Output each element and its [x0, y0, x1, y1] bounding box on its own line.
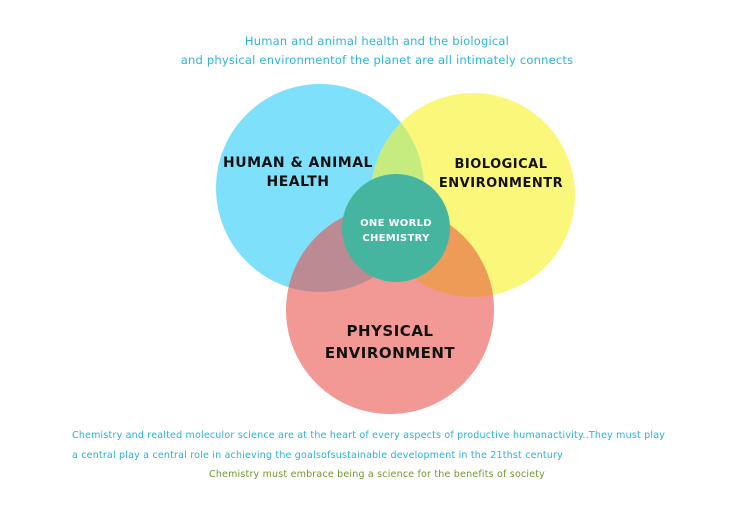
- physical-environment-label-line1: PHYSICAL: [347, 322, 434, 340]
- human-physical-overlap: [286, 206, 424, 292]
- one-world-chemistry-circle: [342, 174, 450, 282]
- center-label-line1: ONE WORLD: [360, 218, 432, 229]
- header-line-1: Human and animal health and the biologic…: [244, 34, 510, 48]
- footer-line-1: Chemistry and realted moleculor science …: [72, 430, 666, 441]
- physical-environment-label-line2: ENVIRONMENT: [325, 344, 456, 362]
- center-label-line2: CHEMISTRY: [362, 233, 430, 244]
- footer-line-2: a central play a central role in achievi…: [72, 450, 563, 461]
- human-animal-health-label-line1: HUMAN & ANIMAL: [223, 155, 373, 171]
- biological-environment-label-line1: BIOLOGICAL: [454, 157, 547, 172]
- footer-line-3: Chemistry must embrace being a science f…: [208, 469, 546, 480]
- biological-physical-overlap: [371, 206, 494, 297]
- biological-environment-label-line2: ENVIRONMENTR: [439, 176, 563, 191]
- human-animal-health-label-line2: HEALTH: [267, 174, 330, 190]
- header-line-2: and physical environmentof the planet ar…: [180, 53, 574, 67]
